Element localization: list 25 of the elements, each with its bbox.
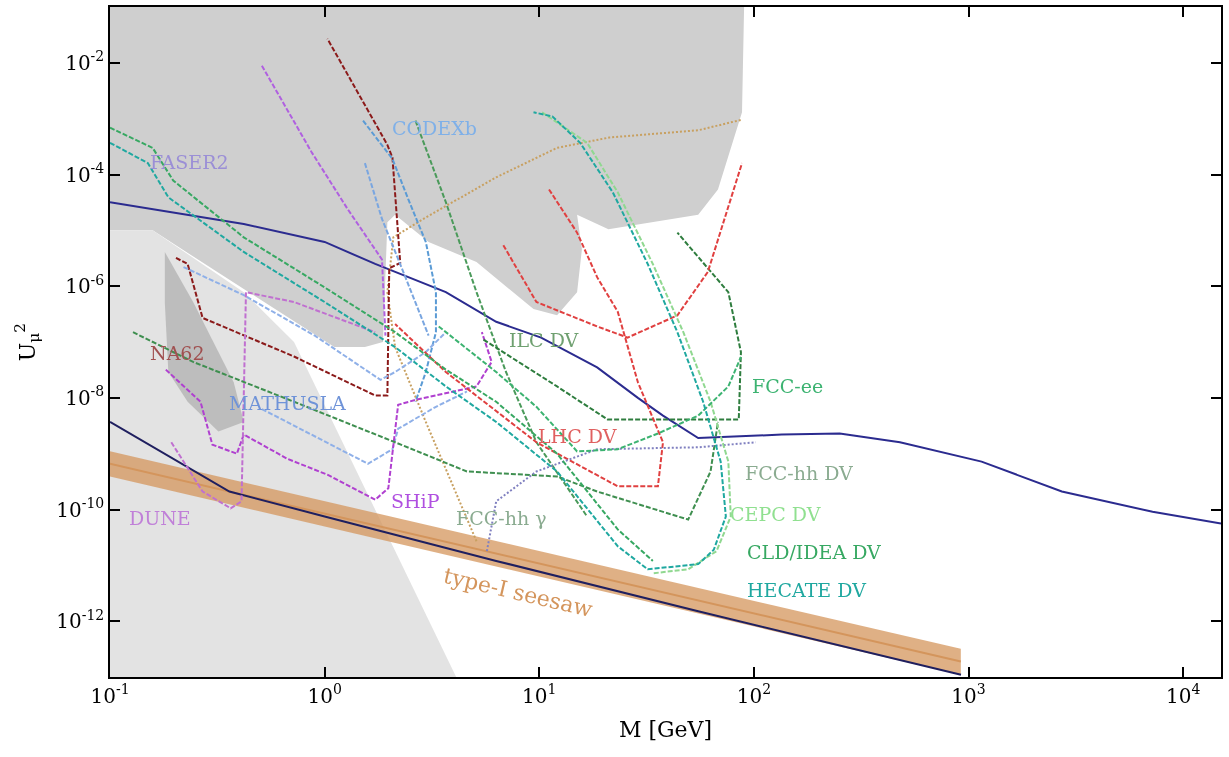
annotation: FASER2 (150, 151, 229, 173)
x-tick-label: 10$^{1}$ (522, 681, 557, 708)
y-tick-label: 10$^{-12}$ (56, 606, 105, 634)
y-tick-label: 10$^{-2}$ (65, 48, 105, 75)
annotation: ILC DV (509, 329, 579, 351)
annotation: HECATE DV (747, 579, 867, 601)
y-tick-label: 10$^{-4}$ (65, 160, 105, 187)
annotation: DUNE (129, 507, 191, 529)
y-tick-label: 10$^{-8}$ (65, 383, 105, 410)
x-tick-label: 10$^{3}$ (951, 681, 986, 708)
annotation: CLD/IDEA DV (747, 541, 882, 563)
x-tick-label: 10$^{0}$ (307, 681, 342, 708)
annotation: FCC-ee (752, 375, 824, 397)
annotation: FCC-hh DV (745, 462, 854, 484)
x-tick-label: 10$^{2}$ (736, 681, 772, 708)
x-axis-title: M [GeV] (618, 717, 713, 743)
annotation: SHiP (391, 490, 440, 512)
annotation: CODEXb (392, 117, 477, 139)
annotation: CEPC DV (730, 503, 821, 525)
y-tick-label: 10$^{-10}$ (56, 495, 105, 522)
annotation: FCC-hh γ (456, 507, 547, 529)
y-tick-label: 10$^{-6}$ (65, 271, 105, 299)
text: type-I seesaw (441, 562, 596, 622)
x-tick-label: 10$^{4}$ (1166, 681, 1201, 708)
x-tick-label: 10$^{-1}$ (90, 681, 130, 708)
